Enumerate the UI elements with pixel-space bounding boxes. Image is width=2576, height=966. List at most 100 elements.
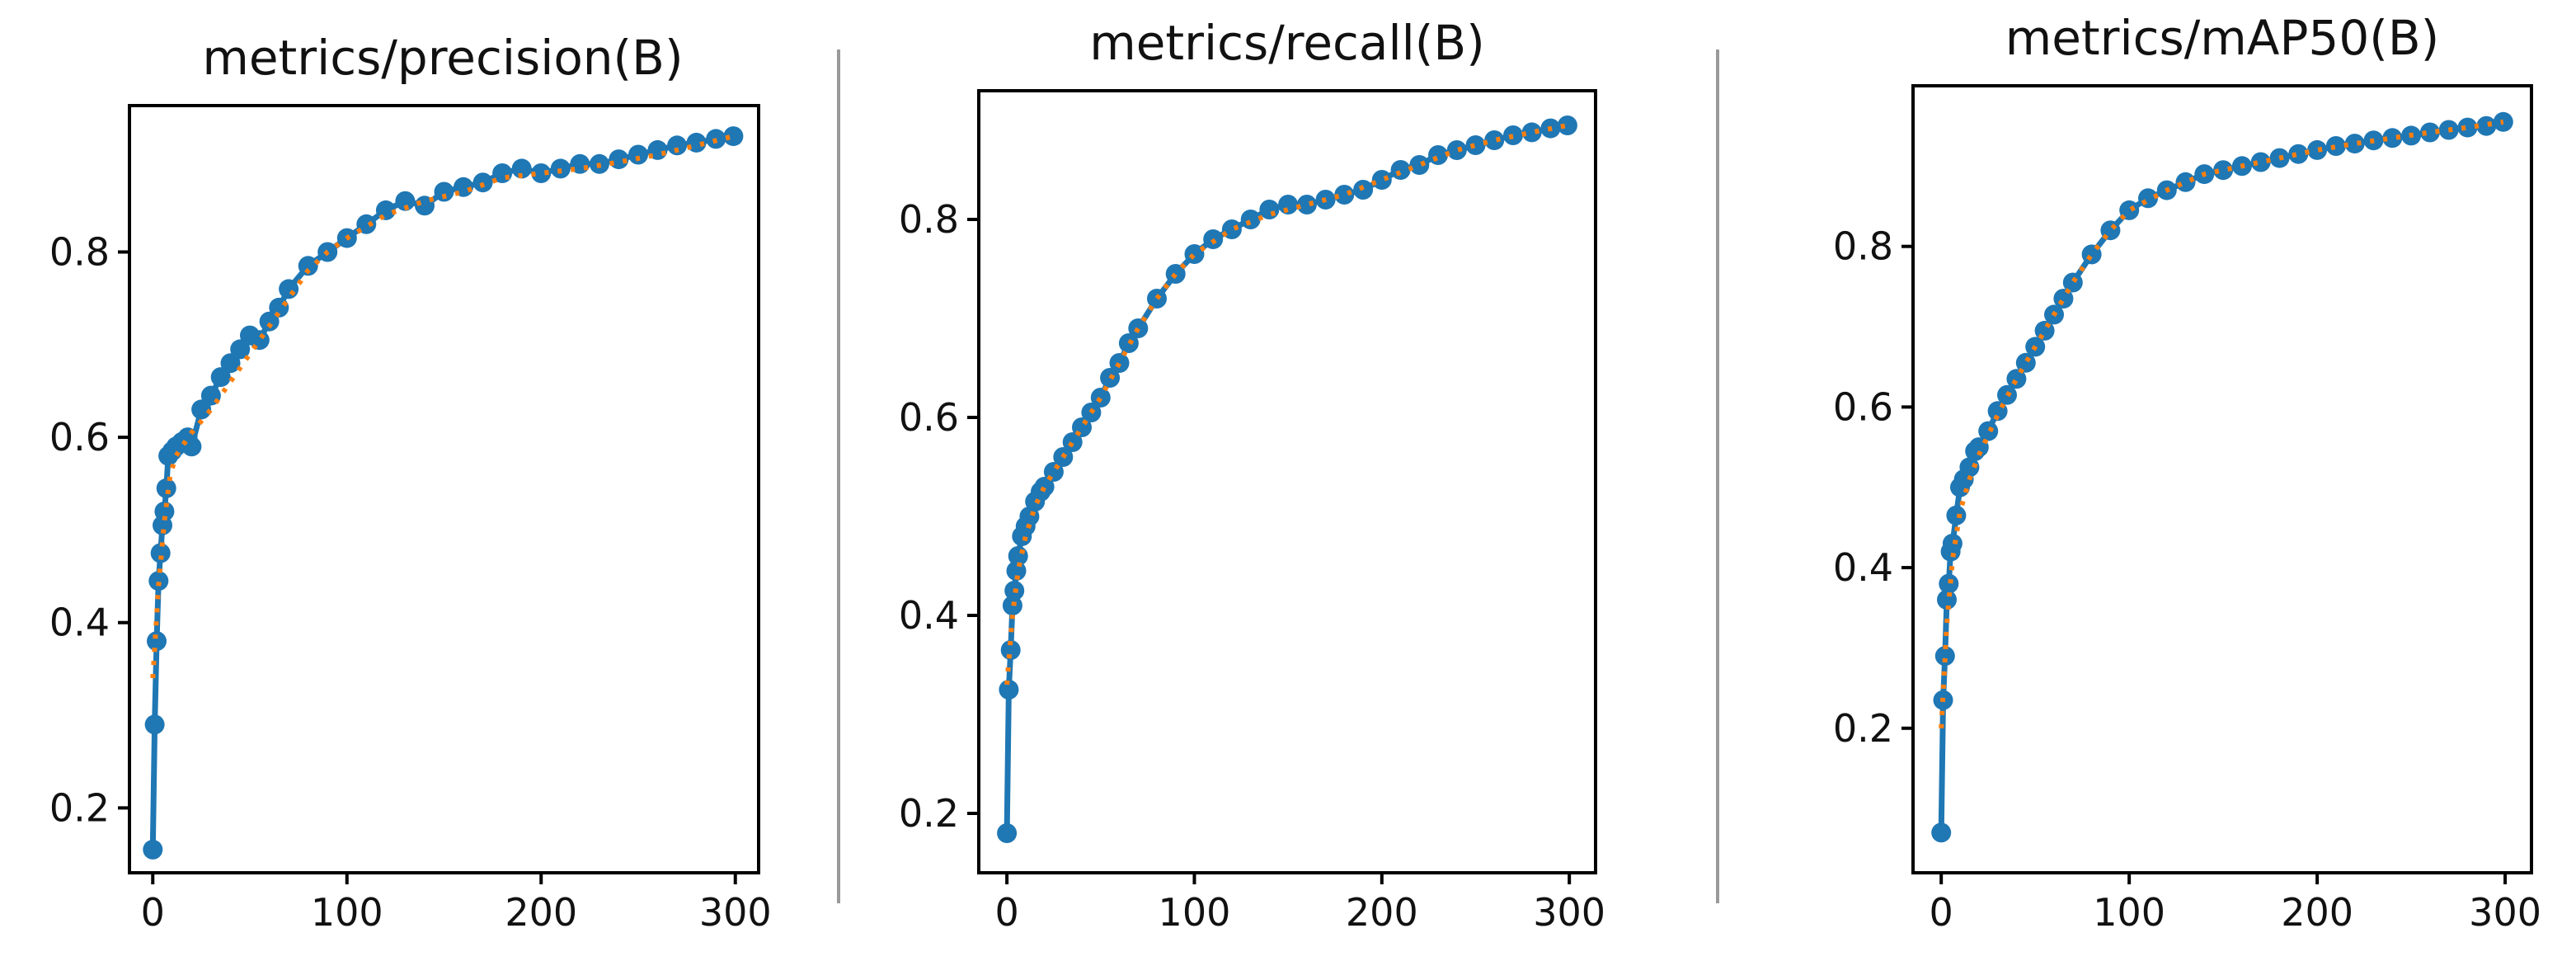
x-tick-label: 100	[1159, 890, 1231, 935]
data-point	[2250, 152, 2271, 172]
data-point	[1521, 122, 1542, 143]
data-point	[2213, 160, 2234, 181]
data-point	[511, 158, 532, 179]
data-point	[1946, 505, 1967, 525]
plot-area	[997, 115, 1577, 843]
data-point	[298, 256, 318, 276]
data-point	[2119, 200, 2140, 220]
plot-area	[1931, 111, 2513, 843]
series-line	[1938, 119, 2504, 833]
data-point	[1334, 185, 1355, 205]
chart-title: metrics/recall(B)	[1089, 15, 1485, 71]
data-point	[148, 571, 169, 591]
data-point	[628, 144, 648, 165]
data-point	[1034, 477, 1055, 497]
y-tick-label: 0.6	[899, 395, 959, 440]
data-point	[531, 163, 552, 183]
data-point	[1240, 210, 1261, 229]
chart-title: metrics/mAP50(B)	[2005, 10, 2440, 66]
data-point	[434, 181, 454, 202]
data-point	[181, 436, 202, 457]
data-point	[667, 135, 688, 156]
data-point	[2288, 144, 2309, 164]
data-point	[1165, 264, 1186, 284]
data-point	[143, 839, 163, 860]
x-tick-label: 200	[505, 890, 577, 935]
data-point	[2307, 139, 2328, 160]
chart-recall: metrics/recall(B) 0 100 200 300 0.2 0.4 0.6 0.8	[899, 15, 1605, 935]
x-tick-label: 300	[1533, 890, 1605, 935]
plot-frame	[128, 104, 760, 874]
data-point	[1939, 573, 1959, 594]
data-point	[2419, 122, 2440, 143]
axis-ticks: 0 100 200 300 0.2 0.4 0.6 0.8	[1833, 224, 2541, 935]
data-point	[1278, 195, 1299, 214]
plot-area	[143, 126, 744, 860]
data-point	[1428, 145, 1448, 165]
y-tick-label: 0.4	[1833, 545, 1893, 590]
data-point	[279, 279, 299, 299]
x-tick-label: 200	[2281, 890, 2353, 935]
data-point	[1000, 640, 1021, 660]
data-point	[2457, 117, 2478, 138]
smooth-series-line	[150, 134, 735, 679]
data-point	[144, 714, 165, 735]
axis-ticks: 0 100 200 300 0.2 0.4 0.6 0.8	[49, 229, 772, 935]
data-point	[2006, 369, 2027, 389]
data-point	[1465, 135, 1486, 155]
data-point	[2344, 134, 2365, 154]
y-tick-label: 0.8	[1833, 224, 1893, 269]
x-tick-label: 0	[994, 890, 1018, 935]
data-point	[1446, 140, 1467, 160]
plot-frame	[1911, 84, 2533, 874]
data-point	[210, 367, 231, 388]
data-point	[2081, 244, 2102, 265]
data-point	[2382, 128, 2403, 148]
data-point	[1259, 200, 1280, 219]
data-point	[1978, 421, 1999, 441]
data-point	[395, 191, 416, 211]
data-point	[1934, 646, 1955, 667]
smooth-series-line	[1939, 119, 2504, 728]
data-point	[356, 214, 377, 234]
smooth-series-line	[1004, 123, 1568, 686]
data-point	[147, 631, 167, 652]
series-line	[1004, 122, 1568, 834]
data-point	[723, 126, 744, 147]
data-point	[1296, 195, 1317, 214]
x-tick-label: 300	[2469, 890, 2541, 935]
y-tick-label: 0.8	[49, 229, 110, 274]
y-tick-label: 0.4	[49, 601, 110, 645]
plot-frame	[977, 89, 1597, 874]
data-point	[1090, 388, 1111, 408]
y-tick-label: 0.2	[49, 785, 110, 830]
data-point	[154, 502, 175, 521]
x-tick-label: 100	[2093, 890, 2165, 935]
x-tick-label: 200	[1346, 890, 1418, 935]
data-point	[2325, 136, 2346, 156]
data-point	[2175, 172, 2196, 192]
chart-map50: metrics/mAP50(B) 0 100 200 300 0.2 0.4 0.6 0.8	[1833, 10, 2541, 935]
data-point	[1390, 160, 1411, 180]
data-point	[997, 823, 1018, 843]
data-point	[1959, 457, 1980, 478]
x-tick-label: 0	[1930, 890, 1953, 935]
data-point	[2015, 352, 2036, 373]
data-point	[156, 478, 176, 498]
data-point	[259, 311, 280, 332]
data-point	[1931, 822, 1952, 843]
y-tick-label: 0.8	[899, 197, 959, 242]
data-point	[1062, 432, 1083, 452]
data-point	[1484, 130, 1505, 150]
data-point	[1371, 170, 1392, 190]
data-point	[1184, 244, 1205, 264]
data-point	[191, 399, 212, 420]
y-tick-label: 0.6	[1833, 384, 1893, 429]
y-tick-label: 0.2	[899, 791, 959, 836]
data-point	[999, 680, 1019, 700]
data-point	[1109, 353, 1130, 373]
data-point	[1409, 155, 1430, 175]
chart-title: metrics/precision(B)	[202, 30, 683, 86]
data-point	[1557, 115, 1577, 135]
